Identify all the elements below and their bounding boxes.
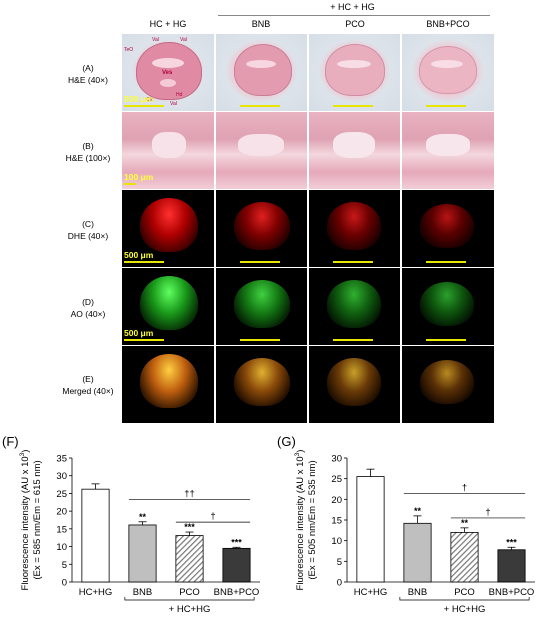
micrograph-dhe-bnb-pco: [402, 190, 494, 267]
significance-asterisks: **: [461, 518, 469, 528]
bar-pco: [175, 535, 204, 583]
bar-bnb: [403, 522, 432, 583]
significance-asterisks: ***: [231, 537, 242, 547]
y-tick-label: 0: [337, 578, 342, 589]
y-axis-label-line1: Fluorescence intensity (AU x 103): [294, 450, 306, 591]
row-label-c: (C) DHE (40×): [67, 219, 109, 241]
y-tick-label: 30: [56, 471, 67, 482]
col-header-pco: PCO: [345, 19, 365, 29]
bar-chart-g: (G)Fluorescence intensity (AU x 103)(Ex …: [277, 434, 535, 615]
y-tick-label: 15: [331, 516, 342, 527]
scale-bar-a: [124, 105, 164, 107]
x-tick-label: BNB: [408, 587, 428, 598]
micrograph-merged-hc-hg: [122, 346, 214, 423]
panel-letter: (G): [277, 434, 296, 449]
y-axis-label-line2: (Ex = 585 nm/Em = 615 nm): [32, 460, 43, 579]
panel-letter: (F): [2, 434, 19, 449]
scale-text-d: 500 μm: [124, 328, 154, 338]
col-header-bnb: BNB: [251, 19, 271, 29]
y-tick-label: 5: [337, 557, 342, 568]
micrograph-dhe-pco: [309, 190, 400, 267]
significance-asterisks: **: [139, 512, 147, 522]
x-tick-label: BNB+PCO: [214, 587, 260, 598]
row-label-b: (B) H&E (100×): [65, 141, 111, 163]
y-tick-label: 15: [56, 524, 67, 535]
significance-asterisks: ***: [184, 522, 195, 532]
group-header-label: + HC + HG: [330, 2, 375, 12]
y-tick-label: 35: [56, 454, 67, 465]
scale-text-c: 500 μm: [124, 250, 154, 260]
micrograph-merged-pco: [309, 346, 400, 423]
y-tick-label: 30: [331, 454, 342, 465]
scale-bar-b: [124, 183, 136, 185]
col-header-hc-hg: HC + HG: [149, 19, 187, 29]
micrograph-ao-pco: [309, 268, 400, 345]
bar-chart-f: (F)Fluorescence intensity (AU x 103)(Ex …: [2, 434, 260, 615]
bar-bnb-pco: [497, 549, 526, 583]
y-axis-label-line2: (Ex = 505 nm/Em = 535 nm): [307, 460, 318, 579]
y-tick-label: 20: [331, 495, 342, 506]
group-bracket-label: + HC+HG: [444, 604, 486, 615]
micrograph-he100-pco: [309, 112, 400, 189]
group-bracket-label: + HC+HG: [169, 604, 211, 615]
group-bracket-line: [399, 597, 530, 601]
bar-bnb-pco: [222, 547, 251, 583]
x-tick-label: PCO: [454, 587, 475, 598]
micrograph-he100-hc-hg: 100 μm: [122, 112, 214, 189]
y-tick-label: 0: [62, 578, 67, 589]
significance-dagger: †: [462, 483, 467, 494]
anatomy-label-val-3: Val: [170, 101, 177, 107]
micrograph-dhe-hc-hg: 500 μm: [122, 190, 214, 267]
x-tick-label: HC+HG: [79, 587, 113, 598]
micrograph-ao-bnb: [216, 268, 307, 345]
x-tick-label: PCO: [179, 587, 200, 598]
x-tick-label: BNB+PCO: [489, 587, 535, 598]
x-tick-label: HC+HG: [354, 587, 388, 598]
micrograph-merged-bnb-pco: [402, 346, 494, 423]
anatomy-label-ves: Ves: [162, 70, 173, 76]
y-tick-label: 20: [56, 507, 67, 518]
y-tick-label: 5: [62, 560, 67, 571]
y-tick-label: 25: [331, 474, 342, 485]
group-header-line: [218, 15, 490, 16]
micrograph-he100-bnb: [216, 112, 307, 189]
micrograph-dhe-bnb: [216, 190, 307, 267]
significance-asterisks: ***: [506, 537, 517, 547]
anatomy-label-hd: Hd: [176, 92, 183, 98]
bar-bnb: [128, 524, 157, 583]
bar-hc-hg: [356, 476, 385, 583]
micrograph-he40-bnb-pco: [402, 34, 494, 111]
row-label-e: (E) Merged (40×): [62, 374, 114, 396]
scale-text-a: 500 μm: [124, 94, 154, 104]
bar-hc-hg: [81, 488, 110, 583]
y-axis-label-line1: Fluorescence intensity (AU x 103): [19, 450, 31, 591]
row-label-a: (A) H&E (40×): [68, 63, 108, 85]
micrograph-ao-hc-hg: 500 μm: [122, 268, 214, 345]
micrograph-he40-hc-hg: Val Val TeO Ves Hd Cic Val 500 μm: [122, 34, 214, 111]
row-label-d: (D) AO (40×): [70, 297, 106, 319]
significance-dagger: ††: [184, 488, 195, 499]
significance-asterisks: **: [414, 506, 422, 516]
significance-dagger: †: [485, 507, 490, 518]
y-tick-label: 10: [56, 542, 67, 553]
significance-dagger: †: [210, 511, 215, 522]
micrograph-he100-bnb-pco: [402, 112, 494, 189]
anatomy-label-cic: Cic: [146, 97, 154, 103]
micrograph-merged-bnb: [216, 346, 307, 423]
anatomy-label-val-1: Val: [152, 37, 159, 43]
bar-pco: [450, 532, 479, 583]
x-tick-label: BNB: [133, 587, 153, 598]
micrograph-ao-bnb-pco: [402, 268, 494, 345]
scale-bar-d: [124, 339, 164, 341]
y-tick-label: 25: [56, 489, 67, 500]
group-bracket-line: [124, 597, 255, 601]
micrograph-he40-bnb: [216, 34, 307, 111]
anatomy-label-teo: TeO: [124, 47, 134, 53]
micrograph-he40-pco: [309, 34, 400, 111]
col-header-bnb-pco: BNB+PCO: [426, 19, 470, 29]
anatomy-label-val-2: Val: [180, 37, 187, 43]
scale-bar-c: [124, 261, 164, 263]
y-tick-label: 10: [331, 536, 342, 547]
scale-text-b: 100 μm: [124, 172, 154, 182]
